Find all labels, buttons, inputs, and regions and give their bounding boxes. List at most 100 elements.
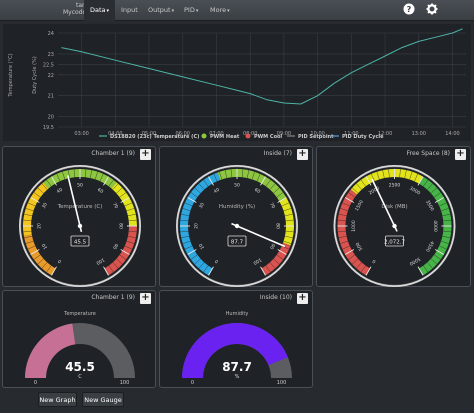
gauge-minor-tick xyxy=(434,254,441,260)
gauge-minor-tick xyxy=(62,171,66,180)
y-tick-label: 22.5 xyxy=(43,62,54,68)
gauge-minor-tick xyxy=(124,202,133,207)
nav-output-menu[interactable]: Output▾ xyxy=(148,6,175,14)
gauge-minor-tick xyxy=(224,170,228,179)
gauge-needle-pivot xyxy=(392,223,397,229)
solid-gauge-value: 87.7 xyxy=(222,360,252,374)
gauge-minor-tick xyxy=(284,213,293,217)
x-tick-label: 13:00 xyxy=(412,131,426,137)
gauge-minor-tick xyxy=(276,254,284,260)
gauge-minor-tick xyxy=(338,213,347,217)
gauge-minor-tick xyxy=(409,171,413,180)
gauge-tick-label: 60 xyxy=(253,187,261,195)
gauge-minor-tick xyxy=(442,235,451,239)
gauge-minor-tick xyxy=(273,258,280,265)
gauge-major-tick xyxy=(434,197,445,203)
add-button[interactable]: + xyxy=(140,292,151,304)
gauge-major-tick xyxy=(208,266,214,276)
gauge-tick-label: 90 xyxy=(268,242,276,250)
gear-icon[interactable] xyxy=(425,3,439,17)
gauge-color-band xyxy=(180,172,221,276)
gauge-minor-tick xyxy=(194,258,201,265)
gauge-major-tick xyxy=(120,249,130,255)
gauge-minor-tick xyxy=(73,169,76,178)
y-axis-label: Temperature (°C) xyxy=(8,53,14,97)
gauge-tick-label: 40 xyxy=(213,187,221,195)
gauge-tick-label: 0 xyxy=(371,258,377,265)
gauge-minor-tick xyxy=(124,245,133,250)
temperature-gauge: 0 10 20 30 40 50 60 70 80 90 100 Temperature (C) 45.… xyxy=(19,165,141,287)
nav-pid-menu[interactable]: PID▾ xyxy=(184,6,199,14)
gauge-tick-label: 3500 xyxy=(424,199,435,212)
gauge-minor-tick xyxy=(190,192,198,198)
gauge-minor-tick xyxy=(99,173,104,182)
gauge-minor-tick xyxy=(283,208,292,212)
gauge-tick-label: 1000 xyxy=(351,220,357,232)
nav-more-menu[interactable]: More▾ xyxy=(210,6,230,14)
add-button[interactable]: + xyxy=(140,148,151,160)
gauge-minor-tick xyxy=(430,258,437,265)
line-chart: 24 23 22.5 22 21 20 19.5 03:00 04:00 05:00 06:00 07… xyxy=(8,28,466,140)
gauge-minor-tick xyxy=(46,265,52,273)
gauge-major-tick xyxy=(417,266,424,276)
gauge-tick-label: 80 xyxy=(275,223,281,229)
x-tick-label: 11:00 xyxy=(344,131,358,137)
gauge-minor-tick xyxy=(23,219,32,222)
x-tick-label: 09:00 xyxy=(277,131,291,137)
gauge-tick-label: 10 xyxy=(41,242,49,250)
gauge-minor-tick xyxy=(203,265,209,273)
app-version: Mycodo 5.2.0 xyxy=(63,9,103,16)
y-tick-label: 23 xyxy=(48,52,54,58)
gauge-minor-tick xyxy=(276,192,284,198)
solid-gauge-fill xyxy=(182,323,288,378)
x-tick-label: 03:00 xyxy=(74,131,88,137)
gauge-minor-tick xyxy=(443,219,452,222)
gauge-minor-tick xyxy=(376,171,380,180)
gauge-major-tick xyxy=(187,197,197,203)
solid-gauge-label: Humidity xyxy=(226,311,249,317)
new-gauge-button[interactable]: New Gauge xyxy=(82,392,124,407)
gauge-major-tick xyxy=(103,176,109,186)
gauge-minor-tick xyxy=(127,235,136,239)
gauge-minor-tick xyxy=(126,208,135,212)
gauge-minor-tick xyxy=(182,208,191,212)
add-button[interactable]: + xyxy=(297,292,308,304)
gauge-color-band xyxy=(350,169,423,195)
gauge-minor-tick xyxy=(430,187,437,194)
solid-gauge-unit: % xyxy=(235,374,240,380)
legend-label: PID Duty Cycle xyxy=(342,134,384,140)
nav-input[interactable]: Input xyxy=(121,6,138,14)
add-button[interactable]: + xyxy=(455,148,466,160)
gauge-major-tick xyxy=(51,266,57,276)
gauge-major-tick xyxy=(187,249,197,255)
gauge-minor-tick xyxy=(67,170,71,179)
add-button[interactable]: + xyxy=(297,148,308,160)
legend-label: PWM Cool xyxy=(254,134,282,140)
question-circle-icon[interactable]: ? xyxy=(402,3,416,17)
gauge-tick-label: 2000 xyxy=(368,185,381,196)
gauge-tick-label: 10 xyxy=(198,242,206,250)
gauge-minor-tick xyxy=(337,230,346,233)
nav-data-menu[interactable]: Data▾ xyxy=(84,0,116,21)
gauge-minor-tick xyxy=(423,179,429,187)
gauge-tick-label: 80 xyxy=(118,223,124,229)
gauge-minor-tick xyxy=(180,219,189,222)
gauge-minor-tick xyxy=(337,219,346,222)
new-graph-button[interactable]: New Graph xyxy=(38,392,77,407)
gauge-minor-tick xyxy=(265,179,271,187)
temperature-series-line xyxy=(61,28,463,105)
gauge-minor-tick xyxy=(84,169,87,178)
gauge-minor-tick xyxy=(128,230,137,233)
gauge-minor-tick xyxy=(356,262,362,269)
gauge-minor-tick xyxy=(23,230,32,233)
y-tick-label: 19.5 xyxy=(43,125,54,131)
gauge-needle xyxy=(231,222,286,248)
gauge-minor-tick xyxy=(27,245,36,250)
y-tick-label: 20 xyxy=(48,115,54,121)
x-tick-label: 08:00 xyxy=(243,131,257,137)
gauge-minor-tick xyxy=(194,187,201,194)
gauge-tick-label: 40 xyxy=(56,187,64,195)
gauge-color-band xyxy=(23,182,49,236)
gauge-minor-tick xyxy=(285,230,294,233)
gauge-tick-label: 50 xyxy=(234,183,240,189)
